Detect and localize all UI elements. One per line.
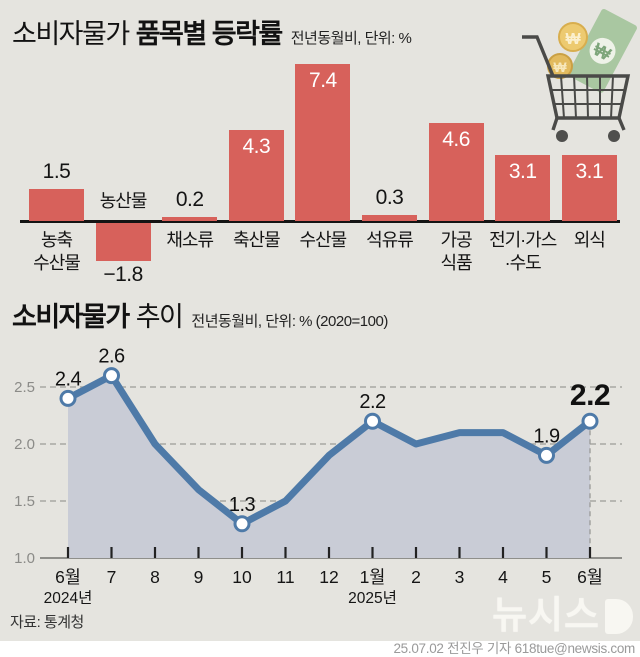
x-year-label: 2025년 [348, 589, 397, 607]
bar-category-label: 가공 식품 [440, 230, 473, 273]
x-tick-label: 11 [276, 567, 294, 587]
y-tick-label: 2.5 [14, 379, 35, 396]
bar [95, 223, 151, 262]
bar-value-label: 7.4 [309, 69, 337, 93]
coin-icon: ₩ ₩ [547, 22, 588, 79]
newsis-logo-text: 뉴시스 [492, 595, 600, 637]
bar-chart-title-bold: 품목별 등락률 [135, 19, 284, 49]
newsis-logo: 뉴시스 [492, 594, 633, 638]
x-tick-label: 10 [232, 567, 252, 587]
x-tick-label: 2 [411, 567, 421, 587]
line-chart-header: 소비자물가 추이 전년동월비, 단위: % (2020=100) [12, 295, 388, 334]
trend-line [64, 372, 594, 528]
bar [29, 189, 84, 221]
x-tick-label: 6월 [55, 567, 81, 587]
bar-category-label: 수산물 [299, 230, 348, 250]
bar-chart-header: 소비자물가 품목별 등락률 전년동월비, 단위: % [12, 12, 412, 51]
bar-value-label: 0.3 [375, 185, 404, 209]
bar [428, 123, 484, 221]
data-point-marker [103, 367, 120, 385]
data-point-label: 2.6 [98, 346, 125, 368]
bar-value-label: 3.1 [508, 160, 537, 184]
x-tick-label: 3 [455, 567, 465, 587]
bar-chart-subtitle: 전년동월비, 단위: % [290, 30, 412, 47]
item-change-bar-chart: 1.5 농축 수산물 −1.8 농산물 0.2 채소류 4.3 축산물 7.4 수산물 0.3 석유류 4… [0, 42, 640, 298]
bar [561, 155, 617, 221]
x-tick-label: 8 [150, 567, 160, 587]
x-tick-label: 12 [319, 567, 338, 587]
shopping-cart-icon: ₩ ₩ ₩ [522, 8, 637, 142]
data-point-label: 1.9 [533, 425, 560, 447]
data-point-marker [581, 412, 599, 430]
y-tick-label: 1.0 [14, 550, 35, 567]
area-fill [68, 375, 590, 558]
line-chart-title-bold: 소비자물가 [12, 302, 130, 332]
x-tick-label: 5 [542, 567, 552, 587]
banknote-icon: ₩ [568, 8, 637, 93]
svg-text:₩: ₩ [553, 59, 567, 75]
svg-text:₩: ₩ [565, 31, 581, 48]
line-chart-subtitle: 전년동월비, 단위: % (2020=100) [191, 313, 388, 330]
bar-category-label: 축산물 [232, 230, 281, 250]
data-point-label: 2.2 [359, 391, 386, 413]
bar-category-label: 석유류 [366, 230, 414, 250]
bar-category-label: 채소류 [166, 230, 214, 250]
x-tick-label: 1월 [360, 567, 386, 587]
cart-wheels [556, 130, 620, 142]
newsis-logo-mark-icon [605, 599, 633, 634]
bar-value-label: 0.2 [175, 187, 204, 211]
bar-category-label: 농산물 [99, 191, 148, 211]
data-point-marker [59, 389, 77, 407]
bar-category-label: 외식 [573, 230, 606, 250]
bar-category-label: 전기·가스 ·수도 [489, 230, 557, 273]
data-point-marker [538, 446, 555, 464]
x-tick-label: 4 [498, 567, 508, 587]
cart-grid [551, 75, 625, 119]
bar-chart-title-light: 소비자물가 [12, 19, 130, 49]
bar-value-label: 4.3 [242, 134, 271, 158]
bar [362, 214, 417, 221]
bar-value-label: −1.8 [103, 263, 143, 287]
bar [495, 155, 551, 221]
data-point-label: 2.4 [55, 368, 82, 390]
x-tick-label: 6월 [577, 567, 603, 587]
bar-value-label: 1.5 [42, 160, 71, 184]
y-tick-label: 1.5 [14, 493, 35, 510]
data-point-label: 2.2 [570, 379, 610, 412]
x-tick-label: 9 [194, 567, 204, 587]
y-tick-label: 2.0 [14, 436, 35, 453]
bar [295, 64, 351, 221]
bar-value-label: 4.6 [442, 128, 470, 152]
bar-chart-axis-line [20, 220, 620, 223]
byline-credit: 25.07.02 전진우 기자 618tue@newsis.com [393, 641, 635, 656]
x-tick-label: 7 [107, 567, 117, 587]
cpi-trend-area-chart: 1.0 1.5 2.0 2.5 2.4 2.6 1.3 2.2 1.9 2.2 6월 2024년 7 8 9… [14, 346, 622, 607]
data-point-label: 1.3 [229, 494, 256, 516]
data-point-marker [233, 515, 251, 533]
bar-category-label: 농축 수산물 [33, 230, 81, 273]
x-year-label: 2024년 [44, 589, 93, 607]
credit-strip: 25.07.02 전진우 기자 618tue@newsis.com [0, 641, 640, 657]
data-source-label: 자료: 통계청 [10, 614, 84, 631]
line-chart-title-light: 추이 [135, 302, 184, 332]
bar-value-label: 3.1 [575, 160, 604, 184]
bar [162, 216, 218, 221]
data-point-marker [364, 412, 381, 430]
bar [228, 129, 284, 221]
